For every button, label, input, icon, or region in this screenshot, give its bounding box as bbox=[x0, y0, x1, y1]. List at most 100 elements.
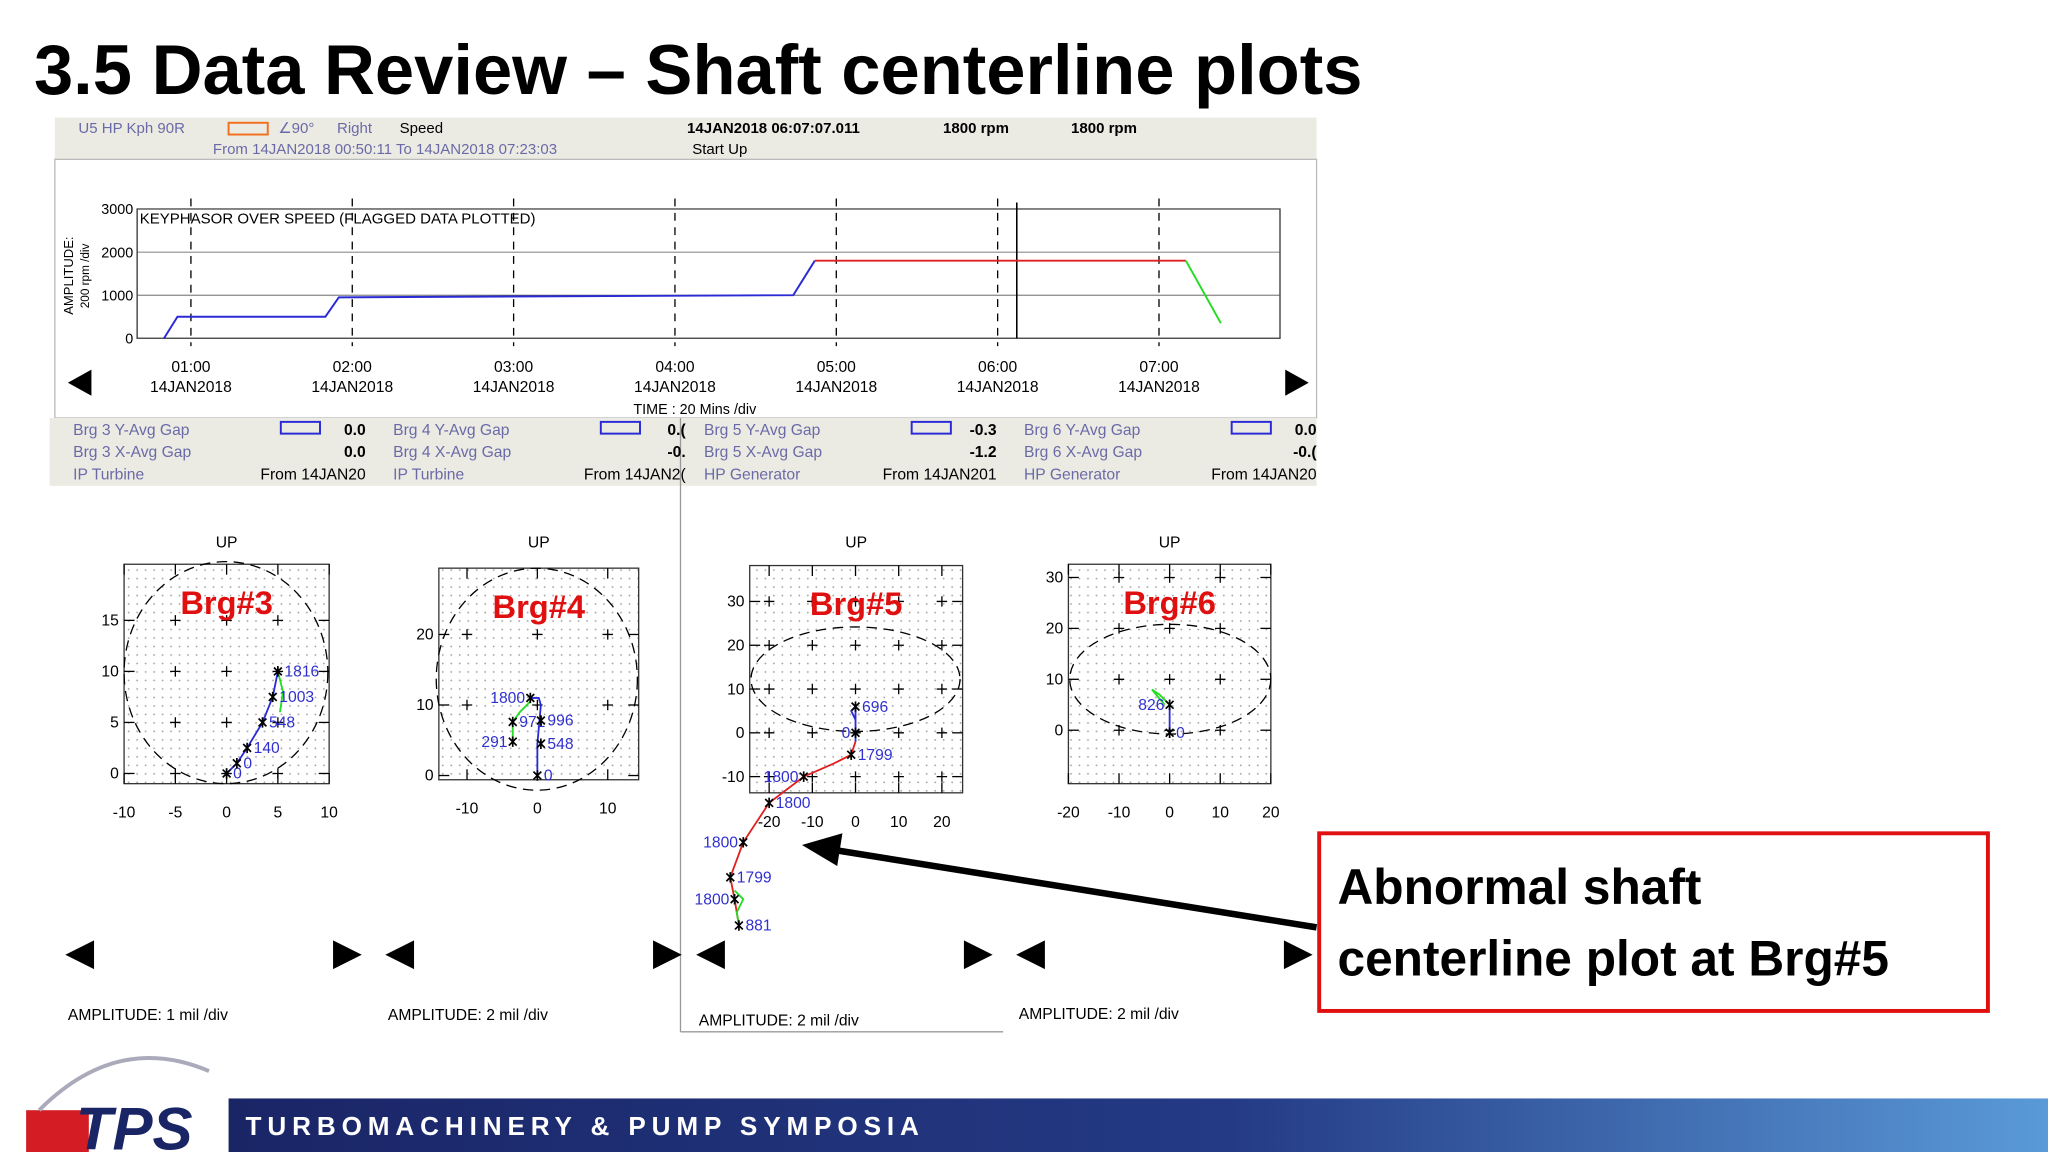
y-tick-label: 20 bbox=[727, 637, 745, 654]
x-tick-label: 0 bbox=[851, 814, 860, 831]
footer-bar bbox=[228, 1098, 2048, 1152]
point-marker bbox=[257, 717, 268, 728]
rpm-label: 548 bbox=[269, 715, 295, 732]
x-tick-label: -10 bbox=[113, 805, 136, 822]
point-marker bbox=[268, 691, 278, 703]
grid-cross bbox=[936, 596, 948, 607]
slide-title: 3.5 Data Review – Shaft centerline plots bbox=[34, 30, 1363, 109]
rpm-label: 1800 bbox=[695, 891, 730, 908]
grid-cross bbox=[221, 717, 232, 728]
rpm-label: 1799 bbox=[737, 870, 772, 887]
grid-cross bbox=[461, 629, 473, 640]
up-label: UP bbox=[216, 534, 238, 551]
bearing-label: Brg#3 bbox=[180, 584, 273, 621]
grid-cross bbox=[763, 683, 775, 695]
point-marker bbox=[242, 742, 252, 754]
rpm-label: 1800 bbox=[776, 795, 811, 812]
grid-cross bbox=[272, 768, 284, 779]
header-text: From 14JAN201 bbox=[883, 466, 997, 483]
grid-cross bbox=[221, 666, 232, 677]
x-tick-label: 10 bbox=[599, 801, 617, 818]
grid-cross bbox=[221, 615, 232, 626]
amplitude-label: AMPLITUDE: 1 mil /div bbox=[68, 1007, 228, 1024]
rpm-label: 0 bbox=[544, 768, 553, 785]
y-tick-label: 0 bbox=[110, 766, 119, 783]
x-tick-label: -10 bbox=[1108, 805, 1131, 822]
grid-cross bbox=[893, 640, 904, 651]
y-tick-label: 0 bbox=[736, 725, 745, 742]
grid-cross bbox=[1215, 674, 1226, 685]
logo-arc bbox=[37, 1056, 210, 1112]
rpm-label: 696 bbox=[862, 699, 888, 716]
legend-swatch bbox=[227, 121, 269, 136]
grid-cross bbox=[763, 727, 775, 739]
header-text: U5 HP Kph 90R bbox=[78, 120, 185, 137]
header-text: IP Turbine bbox=[73, 466, 144, 483]
grid-cross bbox=[807, 727, 818, 739]
x-tick-label: -20 bbox=[1057, 805, 1080, 822]
legend-swatch bbox=[279, 420, 321, 435]
point-marker bbox=[725, 872, 735, 883]
grid-cross bbox=[532, 629, 543, 640]
grid-cross bbox=[1113, 623, 1125, 634]
grid-cross bbox=[170, 615, 181, 626]
bearing-label: Brg#4 bbox=[493, 588, 586, 625]
header-value: 0.0 bbox=[1295, 422, 1317, 439]
y-tick-label: 5 bbox=[110, 715, 119, 732]
grid-cross bbox=[602, 629, 613, 640]
x-tick-label: 05:00 bbox=[817, 359, 856, 376]
point-marker bbox=[1165, 699, 1175, 710]
x-tick-label: 14JAN2018 bbox=[1118, 379, 1200, 396]
y-axis-label: 200 rpm /div bbox=[79, 243, 92, 308]
up-label: UP bbox=[845, 534, 867, 551]
rpm-label: 1800 bbox=[703, 835, 738, 852]
dot-grid bbox=[438, 568, 639, 780]
callout-text: Abnormal shaft bbox=[1337, 859, 1701, 915]
grid-cross bbox=[1215, 623, 1226, 634]
y-axis-label: AMPLITUDE: bbox=[61, 236, 76, 314]
grid-cross bbox=[850, 596, 861, 607]
grid-cross bbox=[1113, 674, 1125, 685]
point-marker bbox=[1165, 727, 1175, 738]
x-tick-label: 0 bbox=[1165, 805, 1174, 822]
dot-grid bbox=[1068, 564, 1271, 784]
grid-cross bbox=[461, 699, 473, 711]
x-tick-label: 10 bbox=[890, 814, 908, 831]
y-tick-label: 0 bbox=[125, 332, 133, 348]
y-tick-label: 15 bbox=[101, 613, 119, 630]
grid-cross bbox=[936, 640, 948, 651]
header-text: Speed bbox=[400, 120, 443, 137]
x-tick-label: 14JAN2018 bbox=[634, 379, 716, 396]
y-tick-label: 30 bbox=[1046, 570, 1064, 587]
point-marker bbox=[799, 771, 809, 782]
x-tick-label: 07:00 bbox=[1139, 359, 1178, 376]
point-marker bbox=[508, 736, 518, 747]
grid-cross bbox=[1164, 623, 1175, 634]
header-value: 0.( bbox=[667, 422, 686, 439]
header-value: 0.0 bbox=[344, 444, 366, 461]
amplitude-label: AMPLITUDE: 2 mil /div bbox=[1019, 1006, 1179, 1023]
x-tick-label: 04:00 bbox=[655, 359, 694, 376]
point-marker bbox=[850, 701, 861, 712]
header-value: -0.3 bbox=[970, 422, 997, 439]
x-tick-label: 10 bbox=[1212, 805, 1230, 822]
scroll-arrows bbox=[696, 940, 993, 970]
centerline-path bbox=[530, 697, 542, 776]
rpm-label: 1816 bbox=[284, 664, 319, 681]
x-tick-label: 02:00 bbox=[333, 359, 372, 376]
y-tick-label: -10 bbox=[722, 769, 745, 786]
grid-cross bbox=[1113, 572, 1125, 583]
header-text: HP Generator bbox=[704, 466, 800, 483]
point-marker bbox=[536, 715, 546, 726]
logo-stripe bbox=[26, 1110, 89, 1152]
header-value: -1.2 bbox=[970, 444, 997, 461]
x-tick-label: 03:00 bbox=[494, 359, 533, 376]
rpm-label: 548 bbox=[547, 736, 573, 753]
rpm-label: 0 bbox=[233, 766, 242, 783]
legend-swatch bbox=[910, 420, 952, 435]
y-tick-label: 0 bbox=[425, 768, 434, 785]
header-text: Brg 3 X-Avg Gap bbox=[73, 444, 191, 461]
point-marker bbox=[764, 797, 774, 809]
